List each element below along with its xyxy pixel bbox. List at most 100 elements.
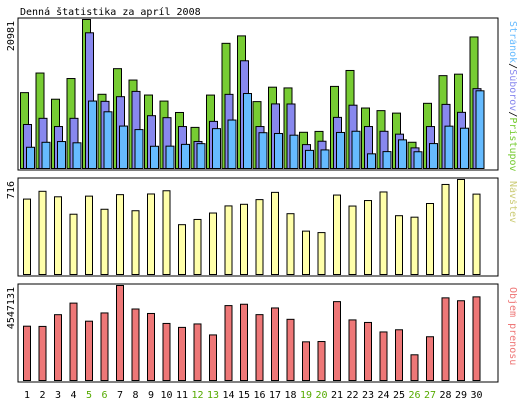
bar-navstev-15 — [240, 203, 248, 276]
bar-objem-16 — [255, 314, 264, 382]
bar-stránok-4 — [72, 142, 82, 169]
x-tick-label-29: 29 — [455, 390, 467, 401]
bar-stránok-13 — [212, 128, 221, 169]
x-tick-label-30: 30 — [470, 390, 482, 401]
bar-objem-22 — [348, 319, 357, 382]
bar-objem-20 — [317, 341, 326, 381]
bar-objem-15 — [240, 303, 248, 381]
bar-navstev-1 — [23, 198, 31, 276]
bar-navstev-14 — [224, 205, 233, 275]
legend-part-0: Návštev — [507, 181, 517, 223]
bar-navstev-20 — [317, 232, 326, 275]
x-tick-label-7: 7 — [117, 390, 123, 401]
panel-bottom-frame — [17, 283, 499, 383]
panel-bottom: 4547131 Objem prenosu — [6, 283, 517, 383]
x-tick-label-6: 6 — [101, 390, 107, 401]
bar-navstev-5 — [85, 195, 93, 275]
x-tick-label-28: 28 — [439, 390, 451, 401]
bar-navstev-7 — [116, 194, 124, 275]
panel-top-ymax-label: 20981 — [6, 21, 17, 51]
x-tick-label-27: 27 — [424, 390, 436, 401]
bar-objem-17 — [271, 307, 279, 381]
x-tick-label-1: 1 — [24, 390, 30, 401]
x-tick-label-20: 20 — [315, 390, 327, 401]
bar-stránok-21 — [336, 131, 345, 170]
panel-top: 20981 Stránok/Súborov/Prístupov — [6, 17, 517, 172]
bar-navstev-28 — [441, 183, 450, 275]
x-tick-label-15: 15 — [238, 390, 250, 401]
chart-panels: 20981 Stránok/Súborov/Prístupov 716 Návštev… — [6, 17, 517, 383]
x-tick-label-10: 10 — [160, 390, 172, 401]
x-tick-label-21: 21 — [331, 390, 343, 401]
bar-navstev-26 — [410, 216, 419, 276]
x-tick-label-14: 14 — [222, 390, 234, 401]
bar-stránok-9 — [150, 145, 159, 169]
panel-mid-frame — [17, 177, 499, 277]
legend-part-0: Objem prenosu — [507, 287, 517, 365]
bar-navstev-4 — [69, 213, 78, 275]
bar-objem-25 — [395, 329, 403, 382]
bar-navstev-22 — [348, 205, 357, 275]
bar-objem-1 — [23, 325, 31, 382]
bar-stránok-6 — [103, 111, 113, 169]
bar-navstev-2 — [38, 190, 47, 276]
bar-stránok-27 — [429, 143, 438, 170]
bar-navstev-18 — [286, 213, 295, 275]
bar-navstev-6 — [100, 208, 109, 275]
bar-stránok-1 — [26, 146, 35, 170]
legend-part-3: / — [507, 111, 517, 117]
bar-stránok-29 — [460, 127, 469, 169]
bar-objem-30 — [472, 296, 481, 382]
bar-stránok-11 — [181, 143, 190, 170]
x-tick-label-2: 2 — [39, 390, 45, 401]
panel-bottom-legend: Objem prenosu — [507, 287, 517, 365]
x-tick-label-9: 9 — [148, 390, 154, 401]
bar-navstev-3 — [54, 196, 62, 276]
bar-objem-8 — [131, 308, 140, 382]
bar-navstev-29 — [457, 179, 465, 275]
bar-stránok-30 — [475, 90, 485, 169]
bar-navstev-30 — [472, 193, 481, 276]
x-tick-label-5: 5 — [86, 390, 92, 401]
bar-stránok-8 — [134, 129, 144, 170]
bar-stránok-28 — [444, 125, 454, 169]
bar-navstev-24 — [379, 191, 388, 275]
x-tick-label-25: 25 — [393, 390, 405, 401]
bar-stránok-19 — [305, 149, 314, 170]
bar-objem-14 — [224, 305, 233, 381]
bar-stránok-2 — [41, 141, 51, 169]
bar-navstev-9 — [147, 193, 155, 276]
bar-objem-3 — [54, 314, 62, 381]
legend-part-4: Prístupov — [507, 117, 517, 171]
x-tick-label-22: 22 — [346, 390, 358, 401]
bar-stránok-7 — [119, 125, 128, 169]
bar-stránok-20 — [320, 149, 330, 170]
bar-navstev-16 — [255, 199, 264, 275]
panel-top-legend: Stránok/Súborov/Prístupov — [507, 21, 517, 172]
panel-bottom-bars — [23, 285, 481, 382]
bar-navstev-11 — [178, 224, 186, 275]
legend-part-1: / — [507, 63, 517, 69]
panel-mid-ymax-label: 716 — [6, 181, 17, 199]
bar-navstev-8 — [131, 210, 140, 275]
x-axis-labels: 1 2 3 4 5 6 7 8 9 10 11 12 13 14 15 16 17 18 19 20 21 22 23 24 2… — [24, 390, 483, 401]
panel-top-frame — [17, 17, 499, 171]
bar-stránok-15 — [243, 93, 252, 169]
panel-mid-legend: Návštev — [507, 181, 517, 223]
panel-bottom-ymax-label: 4547131 — [6, 287, 17, 329]
bar-navstev-27 — [426, 203, 434, 275]
x-tick-label-13: 13 — [207, 390, 219, 401]
x-tick-label-16: 16 — [253, 390, 265, 401]
bar-objem-29 — [457, 300, 465, 382]
bar-navstev-17 — [271, 191, 279, 275]
panel-top-bars — [20, 19, 485, 170]
chart-title: Denná štatistika za apríl 2008 — [20, 6, 201, 18]
bar-stránok-23 — [367, 153, 376, 170]
bar-objem-12 — [193, 323, 202, 382]
bar-stránok-3 — [57, 141, 66, 170]
bar-objem-13 — [209, 334, 217, 381]
panel-mid: 716 Návštev — [6, 177, 517, 277]
bar-objem-23 — [364, 321, 372, 381]
